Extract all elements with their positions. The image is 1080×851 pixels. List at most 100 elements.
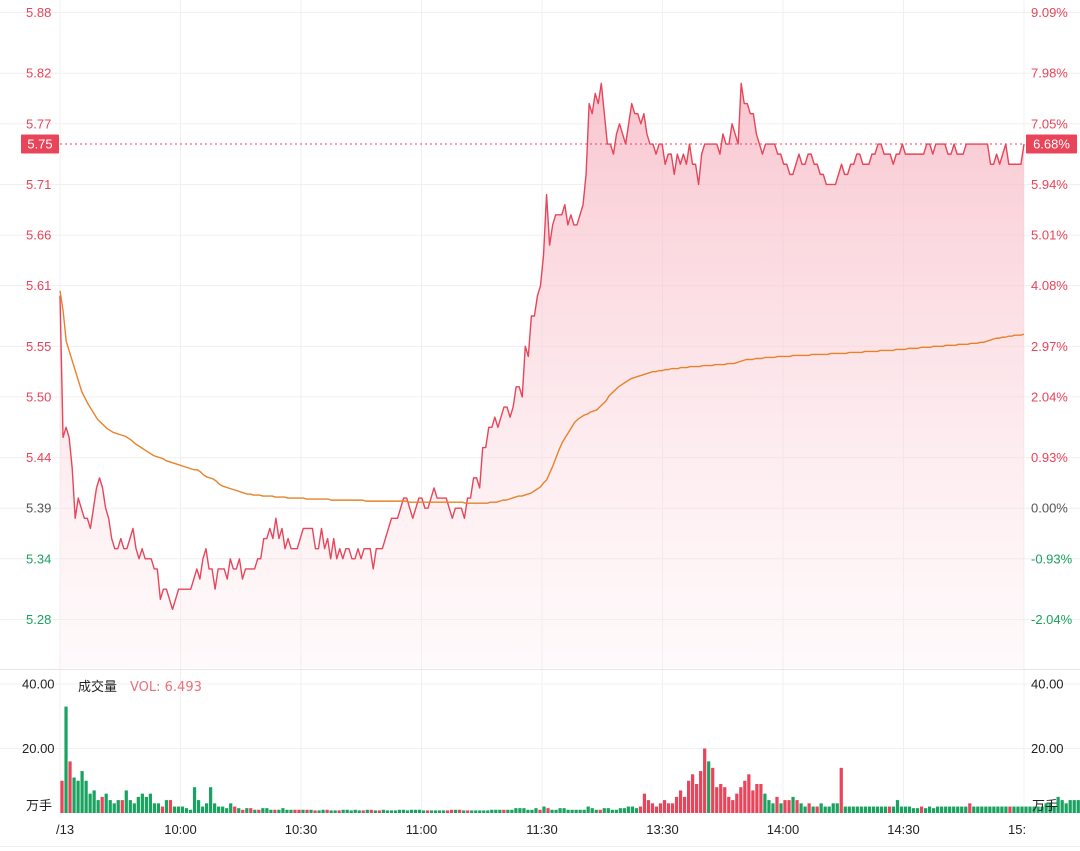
volume-bar [980,806,984,813]
price-tick-label-9: 5.39 [26,501,51,516]
volume-bar [811,806,815,813]
volume-bar [172,806,177,813]
price-axis-left: 5.88 5.82 5.77 5.71 5.66 5.61 5.55 5.50 5.44 5.39… [26,5,51,627]
volume-bar [1060,800,1064,813]
volume-bar [277,809,281,813]
volume-bar [1028,806,1032,813]
price-tick-label-0: 5.88 [26,5,51,20]
price-line [59,82,1025,611]
volume-bar [699,771,703,813]
volume-bar [401,809,406,813]
volume-bar [642,793,647,813]
volume-bar [887,806,892,813]
volume-bar [682,796,687,814]
volume-bar [534,808,538,813]
volume-bar [795,800,799,813]
volume-bar [337,810,341,813]
volume-bar [731,800,735,813]
volume-bar [200,806,205,813]
volume-bar [964,806,968,813]
price-tick-label-1: 5.82 [26,66,51,81]
volume-bar [168,800,173,813]
volume-bar [237,808,241,813]
volume-bar [421,810,426,813]
time-tick-label-2: 10:30 [285,822,318,837]
volume-bar [542,806,546,813]
volume-bar [458,809,462,813]
volume-bar [630,806,634,813]
volume-bar [1068,800,1072,813]
volume-bar [566,809,570,813]
volume-bar [446,810,450,813]
volume-bar [466,810,470,813]
volume-bar [301,809,305,813]
volume-bar [433,810,438,813]
volume-bar [650,803,655,813]
volume-bar [984,806,988,813]
price-area [60,83,1024,668]
volume-bar [245,808,249,813]
average-price-line-layer [59,290,1025,504]
volume-bar [209,787,213,813]
volume-bar [514,808,518,813]
volume-bar [136,796,140,814]
volume-bar [60,780,64,813]
volume-bar [213,803,217,813]
volume-bar [670,803,675,813]
time-tick-label-3: 11:00 [406,822,438,837]
pct-tick-label-9: 0.00% [1031,501,1068,516]
volume-bar [498,809,502,813]
volume-bar [771,803,775,813]
volume-bar [1072,800,1076,813]
volume-bar [317,810,321,813]
volume-bar [594,809,598,813]
volume-bar [502,809,506,813]
volume-bar [763,793,767,813]
volume-bar [972,806,976,813]
volume-bar [68,761,72,813]
volume-bar [112,803,116,813]
volume-bar [397,809,402,813]
volume-bar [932,808,936,813]
current-price-label: 5.75 [27,137,52,152]
percent-axis-right: 9.09% 7.98% 7.05% 5.94% 5.01% 4.08% 2.97% 2.04%… [1031,5,1073,627]
volume-bar [333,810,337,813]
volume-bar [289,809,293,813]
volume-bar [506,809,510,813]
pct-tick-label-3: 5.94% [1031,177,1068,192]
volume-bar [229,803,233,813]
volume-bar [903,806,908,813]
volume-bar [225,808,229,813]
volume-bar [249,808,253,813]
volume-bar [622,808,626,813]
volume-bar [755,783,759,813]
volume-bar [522,808,526,813]
volume-bar [944,806,948,813]
volume-bar [1012,806,1016,813]
volume-bar [297,809,301,813]
volume-bar [658,803,663,813]
time-tick-label-5: 13:30 [646,822,679,837]
volume-bar [767,800,771,813]
current-pct-label: 6.68% [1033,137,1070,152]
volume-bar [450,809,454,813]
volume-bar [1044,803,1048,813]
volume-bar [156,803,161,813]
volume-bar [393,810,397,813]
volume-value-label: VOL: 6.493 [130,680,202,695]
volume-unit-right: 万手 [1032,799,1058,814]
volume-bar [1008,806,1012,813]
pct-tick-label-10: -0.93% [1031,551,1073,566]
volume-bar [164,800,169,813]
volume-bar [273,809,277,813]
volume-bar [803,806,807,813]
price-tick-label-4: 5.66 [26,228,51,243]
volume-bar [152,803,156,813]
volume-bar [357,810,361,813]
price-tick-label-10: 5.34 [26,551,51,566]
volume-bar [1048,803,1052,813]
volume-bar [120,800,124,813]
volume-bar [281,808,285,813]
volume-bar [369,809,373,813]
volume-bar [381,809,385,813]
